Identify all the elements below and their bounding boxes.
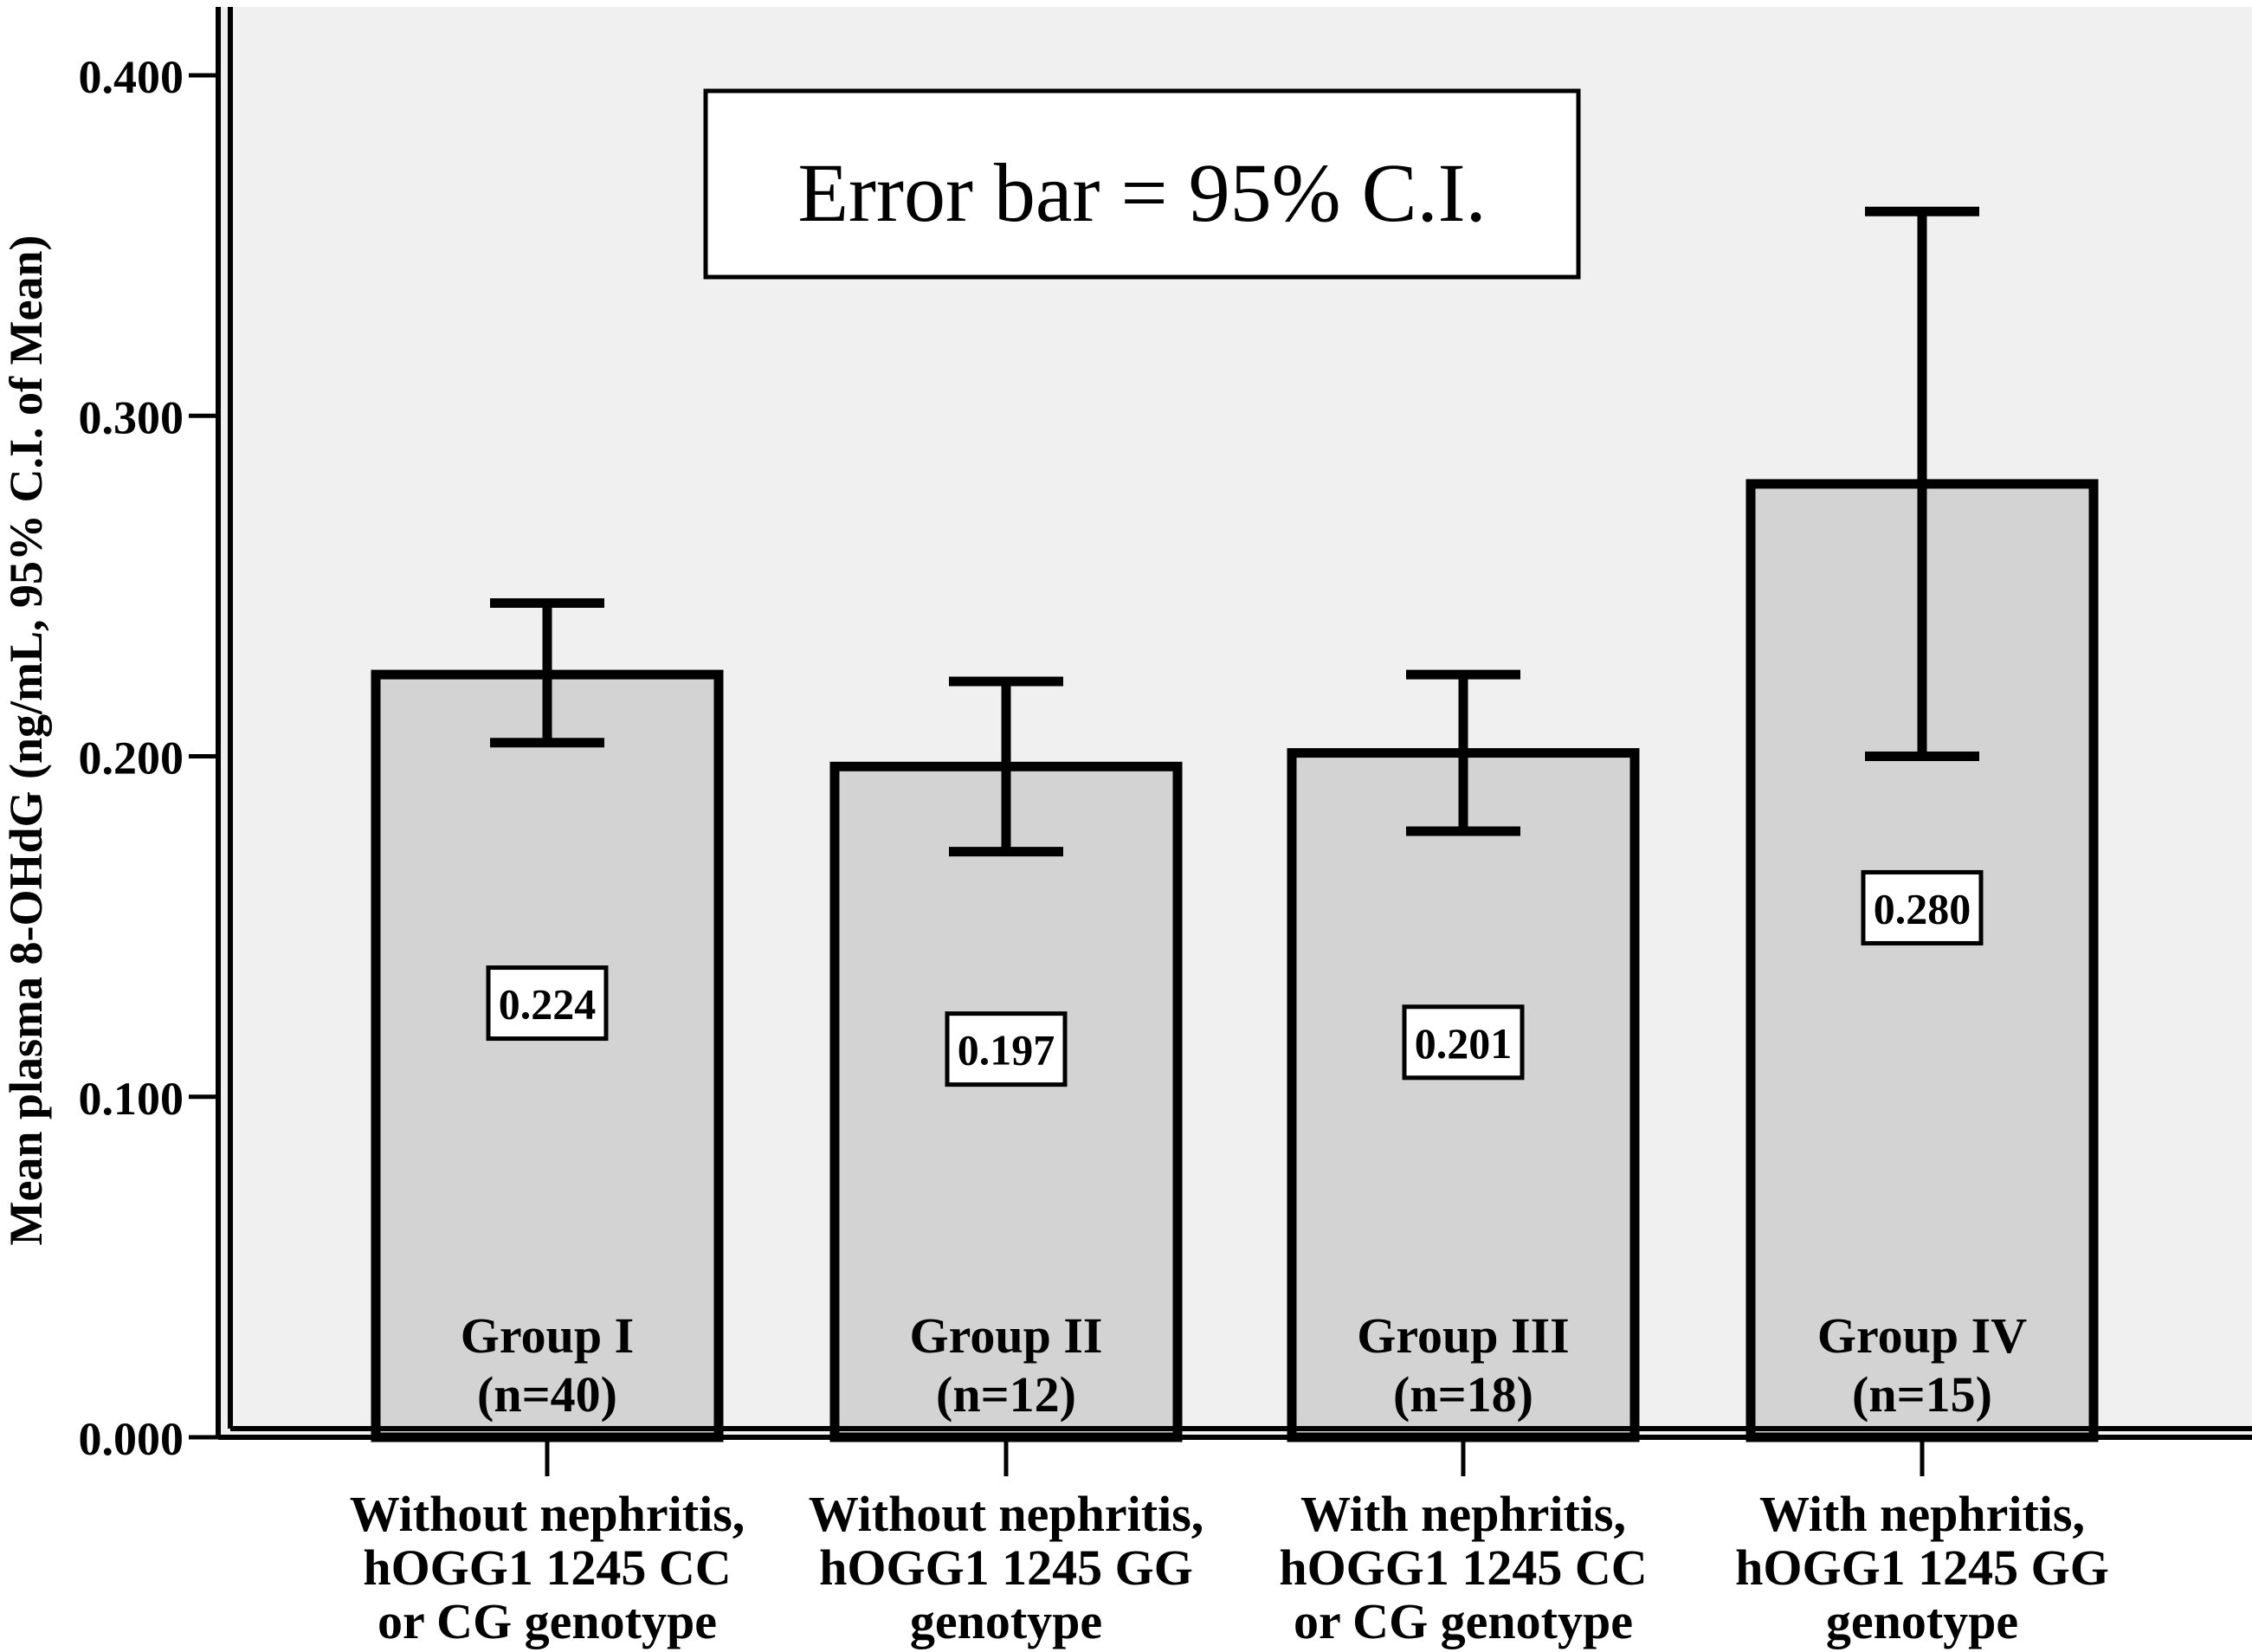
x-tick-label: or CG genotype	[1294, 1593, 1633, 1649]
legend-note-text: Error bar = 95% C.I.	[797, 146, 1486, 239]
x-tick-label: hOGG1 1245 GG	[819, 1539, 1193, 1596]
bar	[371, 669, 724, 1442]
x-axis-ticks	[545, 1440, 1925, 1476]
y-tick-label: 0.100	[79, 1073, 184, 1125]
x-tick-label: With nephritis,	[1300, 1486, 1626, 1542]
group-n-label: (n=15)	[1852, 1366, 1992, 1423]
x-tick-label: hOGG1 1245 CC	[363, 1539, 731, 1596]
y-axis-label: Mean plasma 8-OHdG (ng/mL, 95% C.I. of M…	[0, 236, 52, 1246]
value-label-box	[486, 965, 609, 1042]
y-axis-ticks: 0.000 0.100 0.200 0.300 0.400	[79, 51, 218, 1465]
legend-note-box	[703, 88, 1581, 280]
x-tick-label: genotype	[910, 1593, 1102, 1649]
x-tick-label: or CG genotype	[377, 1593, 717, 1649]
y-tick-label: 0.000	[79, 1413, 184, 1465]
group-n-label: (n=18)	[1393, 1366, 1533, 1423]
value-label: 0.280	[1874, 884, 1971, 932]
bar	[829, 761, 1183, 1442]
x-tick-label: hOGG1 1245 GG	[1735, 1539, 2109, 1596]
value-label: 0.224	[499, 980, 597, 1029]
x-tick-label: genotype	[1826, 1593, 2018, 1649]
y-tick-label: 0.200	[79, 732, 184, 784]
x-tick-label: Without nephritis,	[350, 1486, 745, 1542]
value-label: 0.201	[1415, 1019, 1513, 1068]
legend-note: Error bar = 95% C.I.	[703, 88, 1581, 280]
x-tick-label: With nephritis,	[1759, 1486, 2085, 1542]
x-tick-label: Without nephritis,	[809, 1486, 1204, 1542]
bar	[1287, 748, 1640, 1442]
group-label: Group III	[1357, 1307, 1570, 1364]
value-label: 0.197	[958, 1026, 1055, 1074]
x-tick-label: hOGG1 1245 CC	[1279, 1539, 1647, 1596]
value-label-box	[945, 1011, 1068, 1087]
value-label-box	[1861, 869, 1984, 945]
value-label-box	[1402, 1004, 1525, 1081]
group-n-label: (n=12)	[936, 1366, 1076, 1423]
group-label: Group I	[461, 1307, 634, 1364]
group-n-label: (n=40)	[477, 1366, 617, 1423]
bars-layer: 0.224 Group I(n=40) 0.197 Group II(n=12) 0.2…	[371, 206, 2099, 1442]
group-label: Group IV	[1817, 1307, 2027, 1364]
group-label: Group II	[910, 1307, 1103, 1364]
y-tick-label: 0.400	[79, 51, 184, 103]
y-tick-label: 0.300	[79, 391, 184, 443]
